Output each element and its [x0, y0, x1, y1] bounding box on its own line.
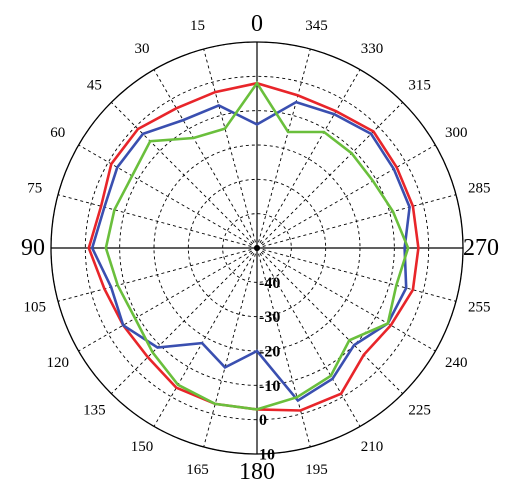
outer-ring [50, 41, 464, 455]
radial-tick-label-5: 10 [259, 447, 275, 464]
grid-spoke-120 [78, 247, 258, 352]
angle-tick-label-270: 270 [463, 235, 499, 261]
radial-tick-label-3: -10 [259, 378, 280, 395]
grid-spoke-255 [256, 247, 457, 302]
angle-tick-label-45: 45 [87, 77, 102, 93]
angle-tick-label-30: 30 [135, 41, 150, 57]
polar-axes [50, 41, 464, 455]
angle-tick-label-345: 345 [305, 18, 328, 34]
radial-tick-label-2: -20 [259, 344, 280, 361]
angle-tick-label-0: 0 [251, 11, 263, 37]
grid-spoke-30 [153, 69, 258, 249]
angle-tick-label-120: 120 [47, 355, 70, 371]
tick-labels: 0 15 30 45 60 75 90 105 120 135 150 165 180 195 210 225… [21, 11, 499, 485]
angle-tick-label-195: 195 [305, 462, 328, 478]
angle-tick-label-315: 315 [408, 77, 431, 93]
radial-tick-label-0: -40 [259, 275, 280, 292]
angle-tick-label-150: 150 [131, 439, 154, 455]
grid-spoke-240 [256, 247, 436, 352]
grid-spoke-210 [256, 247, 361, 427]
angle-tick-label-255: 255 [468, 300, 491, 316]
angle-tick-label-135: 135 [83, 403, 106, 419]
angle-tick-label-240: 240 [445, 355, 468, 371]
angle-tick-label-90: 90 [21, 235, 45, 261]
angle-tick-label-300: 300 [445, 125, 468, 141]
grid-spoke-330 [256, 69, 361, 249]
angle-tick-label-75: 75 [27, 181, 42, 197]
angle-tick-label-210: 210 [361, 439, 384, 455]
grid-spoke-60 [78, 144, 258, 249]
angle-tick-label-225: 225 [408, 403, 431, 419]
data-series [87, 80, 420, 412]
angle-tick-label-60: 60 [50, 125, 65, 141]
angle-tick-label-165: 165 [186, 462, 209, 478]
radial-tick-label-1: -30 [259, 309, 280, 326]
angle-tick-label-15: 15 [190, 18, 205, 34]
radial-tick-label-4: 0 [259, 412, 267, 429]
angle-tick-label-285: 285 [468, 181, 491, 197]
grid-spoke-150 [153, 247, 258, 427]
angle-tick-label-330: 330 [361, 41, 384, 57]
angle-tick-label-180: 180 [239, 459, 275, 485]
grid-spoke-300 [256, 144, 436, 249]
angle-tick-label-105: 105 [24, 300, 47, 316]
